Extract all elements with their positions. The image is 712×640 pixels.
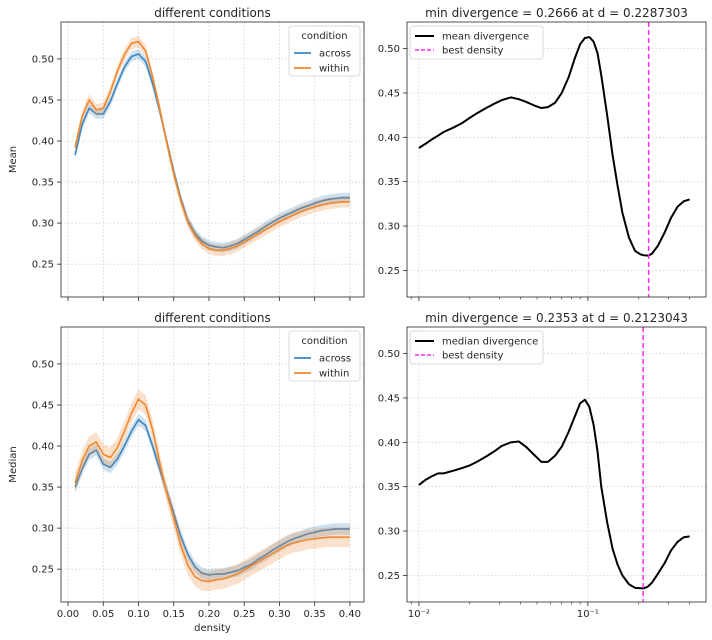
legend: condition across within (288, 330, 361, 382)
legend: mean divergence best density (409, 25, 544, 60)
legend: median divergence best density (409, 330, 544, 365)
legend-box (288, 25, 361, 77)
series-line-mean-divergence (418, 36, 690, 257)
y-axis-label: Mean (8, 146, 19, 173)
panel-title: min divergence = 0.2353 at d = 0.2123043 (425, 311, 688, 325)
series-line-within (74, 40, 350, 252)
series-band-within (75, 389, 350, 592)
legend-label-within: within (319, 64, 349, 75)
legend-label-divergence: mean divergence (442, 32, 529, 43)
legend-box (409, 330, 544, 365)
y-tick-label: 0.25 (378, 571, 400, 582)
y-tick-label: 0.50 (32, 54, 54, 65)
panels-container: 0.25 0.30 0.35 0.40 0.45 0.50 different condit… (8, 6, 707, 634)
y-tick-label: 0.40 (378, 133, 400, 144)
x-tick-label: 0.10 (127, 609, 149, 620)
legend-box (409, 25, 544, 60)
x-tick-label: 0.40 (339, 609, 361, 620)
legend: condition across within (288, 25, 361, 77)
data-layer (74, 389, 350, 592)
x-tick-label: 10⁻² (408, 609, 430, 620)
x-tick-label: 0.30 (268, 609, 290, 620)
legend-label-across: across (319, 354, 351, 365)
y-tick-label: 0.40 (32, 442, 54, 453)
x-tick-label: 0.20 (198, 609, 220, 620)
y-tick-label: 0.50 (32, 359, 54, 370)
x-tick-label: 0.15 (163, 609, 185, 620)
panel-title: min divergence = 0.2666 at d = 0.2287303 (425, 6, 688, 20)
y-tick-label: 0.50 (378, 349, 400, 360)
axes-frame (406, 21, 707, 298)
y-tick-label: 0.40 (378, 438, 400, 449)
axes-frame (406, 326, 707, 603)
series-line-within (74, 398, 350, 583)
data-layer (418, 327, 690, 602)
chart-panel-mean_conditions: 0.25 0.30 0.35 0.40 0.45 0.50 different condit… (8, 6, 365, 301)
legend-label-divergence: median divergence (442, 337, 538, 348)
y-tick-label: 0.45 (32, 400, 54, 411)
y-tick-label: 0.35 (32, 178, 54, 189)
chart-panel-mean_divergence: 0.25 0.30 0.35 0.40 0.45 0.50 min divergence =… (378, 6, 707, 301)
series-line-across (74, 53, 350, 249)
y-tick-label: 0.30 (32, 219, 54, 230)
y-tick-label: 0.25 (378, 266, 400, 277)
x-tick-label: 0.05 (92, 609, 114, 620)
panel-title: different conditions (154, 311, 271, 325)
legend-label-best-density: best density (442, 351, 504, 362)
y-tick-label: 0.25 (32, 260, 54, 271)
legend-label-best-density: best density (442, 46, 504, 57)
y-tick-label: 0.30 (378, 527, 400, 538)
chart-panel-median_divergence: 0.25 0.30 0.35 0.40 0.45 0.50 10⁻² 10⁻¹ min dive… (378, 311, 707, 620)
series-line-median-divergence (418, 398, 690, 590)
y-tick-label: 0.35 (378, 177, 400, 188)
y-tick-label: 0.30 (32, 524, 54, 535)
x-axis-label: density (194, 623, 231, 634)
x-tick-label: 10⁻¹ (577, 609, 599, 620)
data-layer (74, 35, 350, 256)
x-tick-label: 0.25 (233, 609, 255, 620)
panel-title: different conditions (154, 6, 271, 20)
legend-box (288, 330, 361, 382)
y-tick-label: 0.45 (378, 88, 400, 99)
legend-label-across: across (319, 49, 351, 60)
chart-panel-median_conditions: 0.25 0.30 0.35 0.40 0.45 0.50 0.00 0.05 0.10 0.15… (8, 311, 365, 634)
y-tick-label: 0.50 (378, 44, 400, 55)
data-layer (418, 22, 690, 297)
legend-title: condition (301, 336, 347, 347)
axes-frame (60, 21, 365, 298)
y-tick-label: 0.35 (32, 483, 54, 494)
x-tick-label: 0.00 (57, 609, 79, 620)
legend-label-within: within (319, 369, 349, 380)
y-tick-label: 0.30 (378, 222, 400, 233)
x-tick-label: 0.35 (304, 609, 326, 620)
axes-frame (60, 326, 365, 603)
series-line-across (74, 418, 350, 576)
y-tick-label: 0.45 (32, 95, 54, 106)
y-tick-label: 0.25 (32, 565, 54, 576)
y-tick-label: 0.35 (378, 482, 400, 493)
legend-title: condition (301, 31, 347, 42)
y-tick-label: 0.40 (32, 137, 54, 148)
y-axis-label: Median (8, 446, 19, 482)
y-tick-label: 0.45 (378, 393, 400, 404)
